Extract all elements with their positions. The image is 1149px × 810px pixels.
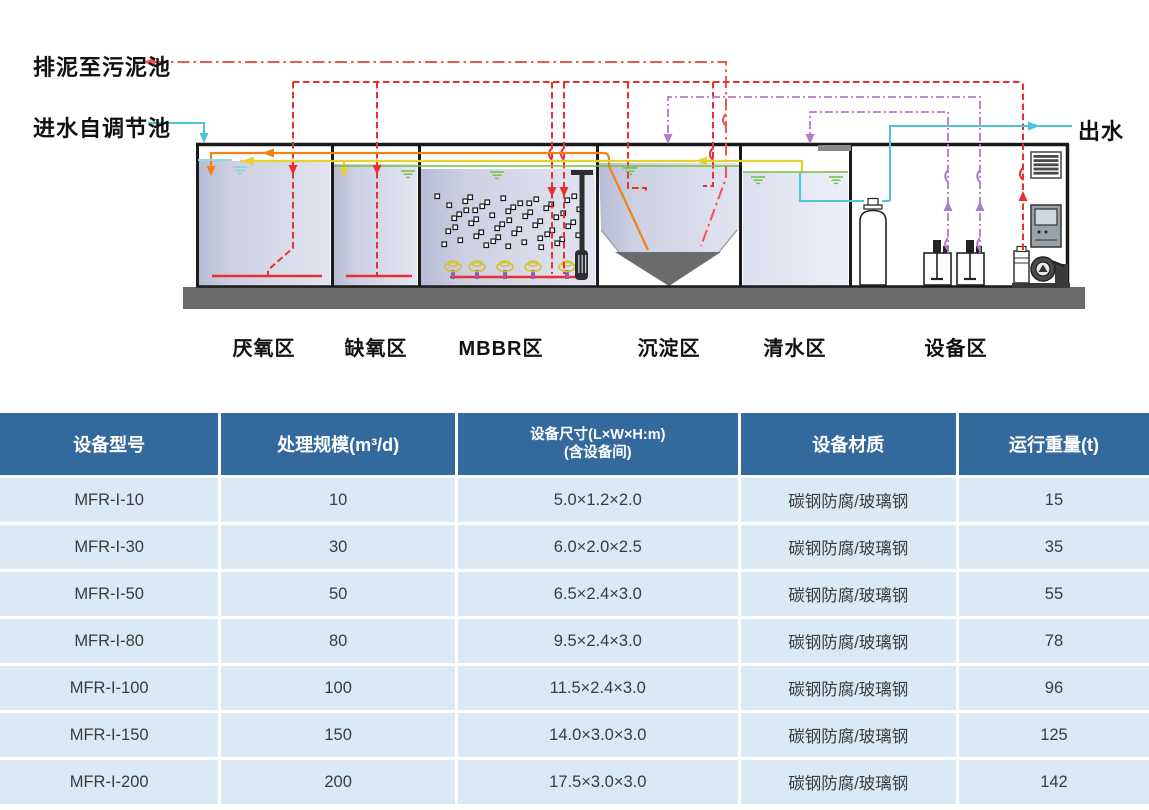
aeration-pipes bbox=[212, 274, 578, 279]
col-header-weight: 运行重量(t) bbox=[955, 413, 1149, 475]
sludge-cone-icon bbox=[615, 252, 721, 286]
table-cell: 200 bbox=[218, 760, 455, 804]
table-cell: 5.0×1.2×2.0 bbox=[454, 478, 738, 522]
table-row: MFR-I-50 50 6.5×2.4×3.0 碳钢防腐/玻璃钢 55 bbox=[0, 572, 1149, 616]
table-cell: 碳钢防腐/玻璃钢 bbox=[737, 525, 956, 569]
table-header-row: 设备型号 处理规模(m³/d) 设备尺寸(L×W×H:m) (含设备间) 设备材… bbox=[0, 413, 1149, 475]
table-cell: 150 bbox=[218, 713, 455, 757]
flow-arrows bbox=[143, 57, 1040, 211]
dosing-lines bbox=[667, 96, 981, 253]
table-row: MFR-I-80 80 9.5×2.4×3.0 碳钢防腐/玻璃钢 78 bbox=[0, 619, 1149, 663]
table-cell: MFR-I-50 bbox=[0, 572, 219, 616]
col-header-material: 设备材质 bbox=[737, 413, 956, 475]
dosing-tank-icons bbox=[923, 240, 985, 286]
table-cell: MFR-I-100 bbox=[0, 666, 219, 710]
diffuser-icons bbox=[444, 260, 576, 279]
table-cell: 142 bbox=[955, 760, 1149, 804]
table-row: MFR-I-10 10 5.0×1.2×2.0 碳钢防腐/玻璃钢 15 bbox=[0, 478, 1149, 522]
sludge-discharge-line bbox=[155, 61, 727, 247]
table-row: MFR-I-150 150 14.0×3.0×3.0 碳钢防腐/玻璃钢 125 bbox=[0, 713, 1149, 757]
vent-grille-icon bbox=[1030, 151, 1062, 179]
table-cell: MFR-I-150 bbox=[0, 713, 219, 757]
table-cell: 碳钢防腐/玻璃钢 bbox=[737, 666, 956, 710]
table-cell: 6.0×2.0×2.5 bbox=[454, 525, 738, 569]
zone-label-anoxic: 缺氧区 bbox=[344, 338, 408, 360]
water-level-lines bbox=[334, 165, 848, 173]
col-header-size: 设备尺寸(L×W×H:m) (含设备间) bbox=[454, 413, 738, 475]
col-header-size-line2: (含设备间) bbox=[563, 445, 632, 461]
table-cell: 50 bbox=[218, 572, 455, 616]
treatment-diagram-svg bbox=[143, 57, 1085, 309]
mixer-icon bbox=[571, 170, 593, 280]
table-cell: 碳钢防腐/玻璃钢 bbox=[737, 713, 956, 757]
table-cell: 35 bbox=[955, 525, 1149, 569]
col-header-model: 设备型号 bbox=[0, 413, 219, 475]
zone-label-clearwater: 清水区 bbox=[763, 338, 827, 360]
table-cell: 14.0×3.0×3.0 bbox=[454, 713, 738, 757]
table-cell: 125 bbox=[955, 713, 1149, 757]
table-cell: 100 bbox=[218, 666, 455, 710]
sludge-hopper bbox=[600, 229, 738, 286]
zone-label-anaerobic: 厌氧区 bbox=[232, 338, 296, 360]
spec-table: 设备型号 处理规模(m³/d) 设备尺寸(L×W×H:m) (含设备间) 设备材… bbox=[0, 410, 1149, 807]
blower-icon bbox=[1012, 245, 1070, 288]
table-cell: MFR-I-10 bbox=[0, 478, 219, 522]
tank-walls bbox=[196, 142, 1070, 288]
zone-label-equipment: 设备区 bbox=[924, 338, 988, 360]
outlet-line bbox=[799, 125, 1072, 202]
col-header-scale: 处理规模(m³/d) bbox=[218, 413, 455, 475]
table-cell: MFR-I-30 bbox=[0, 525, 219, 569]
table-cell: MFR-I-80 bbox=[0, 619, 219, 663]
table-cell: 80 bbox=[218, 619, 455, 663]
table-cell: 6.5×2.4×3.0 bbox=[454, 572, 738, 616]
table-cell: 17.5×3.0×3.0 bbox=[454, 760, 738, 804]
mbbr-media-particles bbox=[434, 193, 583, 251]
sludge-return-line bbox=[209, 151, 649, 251]
table-cell: 30 bbox=[218, 525, 455, 569]
spec-table-section: 设备型号 处理规模(m³/d) 设备尺寸(L×W×H:m) (含设备间) 设备材… bbox=[0, 410, 1149, 807]
zone-label-sedimentation: 沉淀区 bbox=[637, 338, 701, 360]
weir-plate bbox=[818, 145, 851, 151]
spec-table-body: MFR-I-10 10 5.0×1.2×2.0 碳钢防腐/玻璃钢 15 MFR-I-30 3… bbox=[0, 478, 1149, 804]
sludge-discharge-label: 排泥至污泥池 bbox=[33, 55, 172, 80]
table-cell: 96 bbox=[955, 666, 1149, 710]
table-cell: 55 bbox=[955, 572, 1149, 616]
process-diagram: 排泥至污泥池 进水自调节池 出水 厌氧区 缺氧区 MBBR区 沉淀区 清水区 设… bbox=[33, 55, 1125, 360]
table-cell: 碳钢防腐/玻璃钢 bbox=[737, 619, 956, 663]
table-cell: 碳钢防腐/玻璃钢 bbox=[737, 572, 956, 616]
table-cell: 碳钢防腐/玻璃钢 bbox=[737, 478, 956, 522]
outlet-label: 出水 bbox=[1078, 119, 1125, 144]
table-cell: 10 bbox=[218, 478, 455, 522]
ground-base bbox=[183, 287, 1085, 309]
table-cell: 9.5×2.4×3.0 bbox=[454, 619, 738, 663]
zone-label-mbbr: MBBR区 bbox=[458, 338, 544, 360]
table-row: MFR-I-100 100 11.5×2.4×3.0 碳钢防腐/玻璃钢 96 bbox=[0, 666, 1149, 710]
filter-tank-icon bbox=[859, 197, 887, 286]
control-panel-icon bbox=[1030, 204, 1062, 248]
table-cell: 碳钢防腐/玻璃钢 bbox=[737, 760, 956, 804]
table-cell: 11.5×2.4×3.0 bbox=[454, 666, 738, 710]
inlet-label: 进水自调节池 bbox=[33, 116, 172, 141]
table-cell: 15 bbox=[955, 478, 1149, 522]
table-cell: MFR-I-200 bbox=[0, 760, 219, 804]
table-cell: 78 bbox=[955, 619, 1149, 663]
tank-fills bbox=[198, 161, 848, 286]
col-header-size-line1: 设备尺寸(L×W×H:m) bbox=[530, 426, 666, 443]
table-row: MFR-I-200 200 17.5×3.0×3.0 碳钢防腐/玻璃钢 142 bbox=[0, 760, 1149, 804]
table-row: MFR-I-30 30 6.0×2.0×2.5 碳钢防腐/玻璃钢 35 bbox=[0, 525, 1149, 569]
